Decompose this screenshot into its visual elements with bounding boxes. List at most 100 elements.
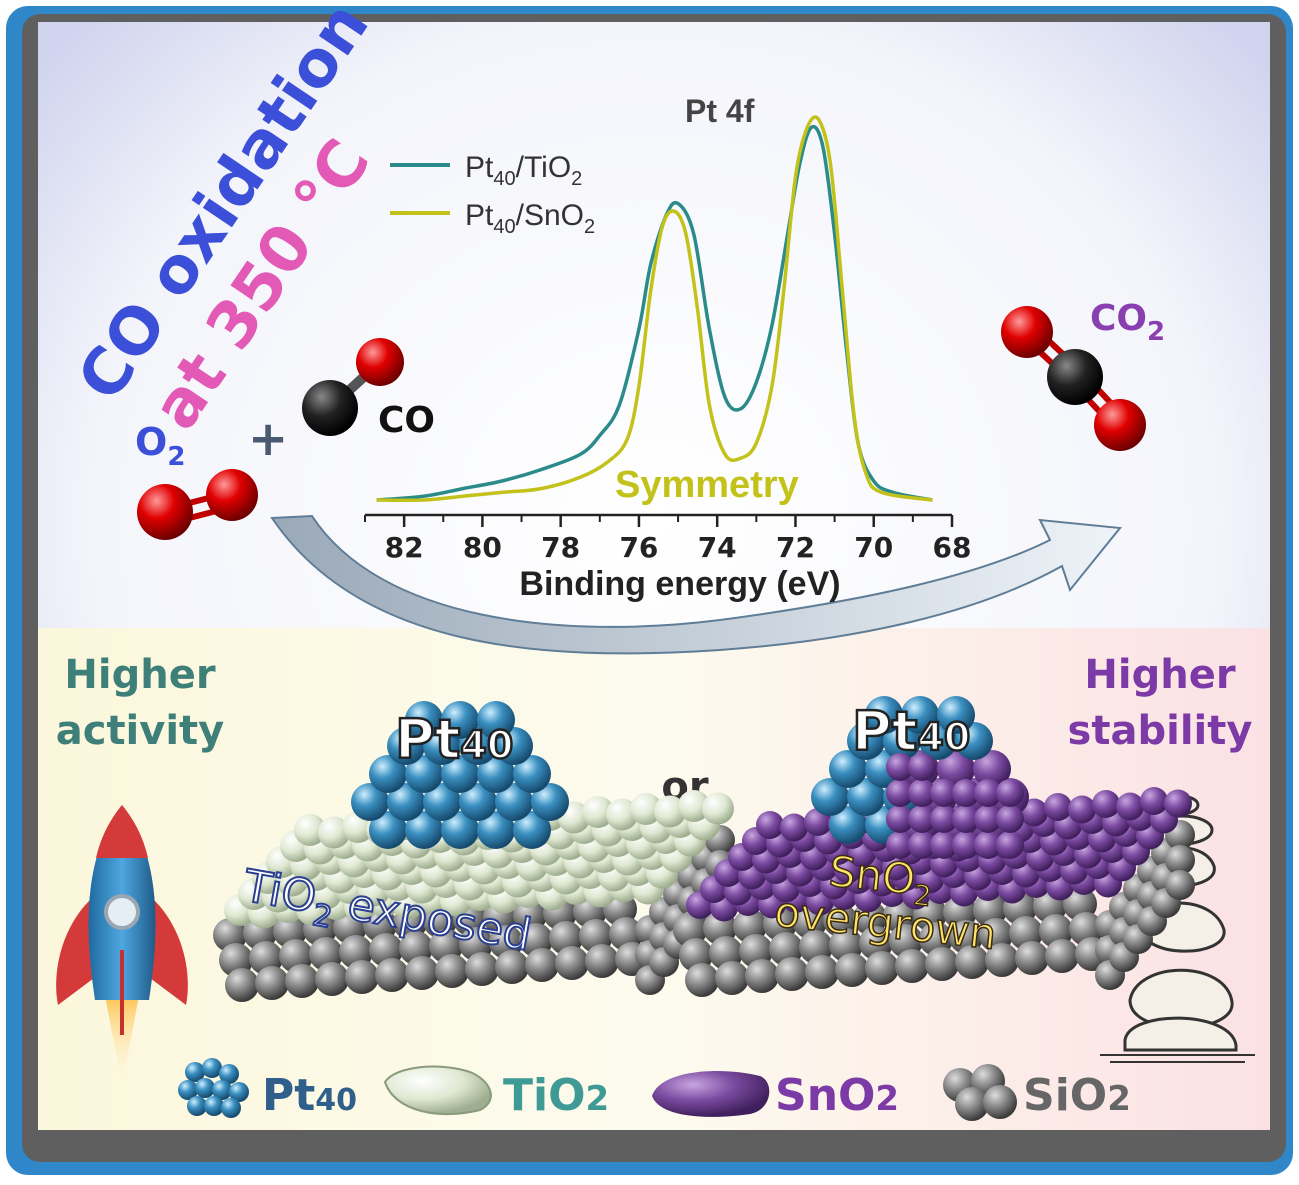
sno2-blob bbox=[908, 753, 936, 781]
pt-sphere bbox=[369, 755, 407, 793]
pt-sphere bbox=[219, 1064, 239, 1084]
sio2-sphere bbox=[345, 960, 379, 994]
pt-sphere bbox=[212, 1080, 232, 1100]
sno2-blob bbox=[930, 779, 958, 807]
pt-sphere bbox=[195, 1078, 215, 1098]
sno2-blob bbox=[780, 813, 808, 842]
pt-sphere bbox=[202, 1058, 222, 1078]
chart-legend: Pt40/TiO2 Pt40/SnO2 bbox=[390, 151, 595, 238]
right-heading-line-2: stability bbox=[1068, 708, 1253, 754]
sio2-sphere bbox=[555, 946, 589, 980]
svg-text:SnO2: SnO2 bbox=[826, 846, 935, 913]
pt-sphere bbox=[477, 755, 515, 793]
sio2-sphere bbox=[405, 956, 439, 990]
left-pt40-label: Pt40 bbox=[395, 708, 513, 771]
sno2-blob bbox=[974, 779, 1002, 807]
pt-sphere bbox=[369, 811, 407, 849]
pt-sphere bbox=[847, 778, 885, 816]
co2-label: CO2 bbox=[1090, 298, 1165, 347]
legend-sno2-icon bbox=[652, 1070, 770, 1117]
pt-sphere bbox=[495, 783, 533, 821]
pt-sphere bbox=[829, 750, 867, 788]
sio2-sphere bbox=[925, 947, 959, 981]
sno2-blob bbox=[996, 831, 1024, 859]
sno2-blob bbox=[1068, 795, 1096, 824]
sno2-blob bbox=[974, 805, 1002, 833]
pt-sphere bbox=[811, 778, 849, 816]
x-tick-label-72: 72 bbox=[776, 531, 815, 564]
pt-sphere bbox=[477, 811, 515, 849]
xps-chart: 82 80 78 76 74 72 70 68 Binding energy (eV) Pt … bbox=[364, 93, 972, 603]
sno2-blob bbox=[756, 811, 784, 839]
pt-sphere bbox=[185, 1062, 205, 1082]
sio2-sphere bbox=[865, 951, 899, 985]
x-tick-label-78: 78 bbox=[541, 531, 580, 564]
tio2-blob bbox=[294, 814, 326, 846]
pt-sphere bbox=[531, 783, 569, 821]
symmetry-annotation: Symmetry bbox=[615, 464, 799, 506]
sno2-blob bbox=[886, 805, 914, 833]
sno2-blob bbox=[996, 779, 1024, 807]
sno2-blob bbox=[1020, 798, 1048, 827]
pt-sphere bbox=[829, 806, 867, 844]
sno2-blob bbox=[886, 753, 914, 781]
rocket-icon bbox=[56, 805, 188, 1085]
sio2-sphere bbox=[1165, 870, 1195, 900]
sno2-blob bbox=[908, 779, 936, 807]
sio2-sphere bbox=[1015, 941, 1049, 975]
sio2-sphere bbox=[255, 966, 289, 1000]
x-tick-label-68: 68 bbox=[933, 531, 972, 564]
sio2-sphere bbox=[745, 959, 779, 993]
sno2-blob bbox=[1140, 787, 1168, 815]
o2-label: O2 bbox=[135, 420, 185, 472]
right-heading-line-1: Higher bbox=[1084, 652, 1235, 698]
co-label: CO bbox=[378, 400, 435, 441]
pt-sphere bbox=[387, 783, 425, 821]
sio2-sphere bbox=[465, 952, 499, 986]
legend-sno2-label: SnO2 bbox=[775, 1070, 899, 1121]
sio2-sphere bbox=[805, 955, 839, 989]
tio2-blob bbox=[654, 795, 686, 828]
sno2-on-sio2-model bbox=[673, 696, 1195, 997]
sno2-blob bbox=[1164, 789, 1192, 818]
pt-sphere bbox=[513, 755, 551, 793]
sio2-sphere bbox=[1045, 939, 1079, 973]
legend-tio2-icon bbox=[383, 1065, 492, 1116]
pt-sphere bbox=[441, 701, 479, 739]
legend-sio2-icon bbox=[943, 1064, 1017, 1121]
x-tick-label-82: 82 bbox=[385, 531, 424, 564]
tio2-blob bbox=[702, 792, 734, 825]
sno2-blob bbox=[974, 831, 1002, 859]
sno2-blob bbox=[952, 831, 980, 859]
tio2-on-sio2-model bbox=[213, 701, 735, 1002]
sno2-blob bbox=[930, 831, 958, 859]
tio2-blob bbox=[318, 816, 350, 849]
sno2-blob bbox=[1116, 792, 1144, 821]
curved-arrow bbox=[270, 514, 1122, 655]
pt-sphere bbox=[405, 811, 443, 849]
tio2-blob bbox=[582, 796, 614, 828]
sio2-sphere bbox=[775, 957, 809, 991]
sno2-blob bbox=[886, 779, 914, 807]
sno2-blob bbox=[1044, 793, 1072, 821]
sno2-blob bbox=[952, 805, 980, 833]
pt-sphere bbox=[187, 1096, 207, 1116]
bottom-legend: Pt40 TiO2 SnO2 SiO2 bbox=[178, 1058, 1131, 1121]
x-tick-label-70: 70 bbox=[854, 531, 893, 564]
sno2-blob bbox=[952, 779, 980, 807]
co-molecule bbox=[302, 338, 404, 436]
pt-sphere bbox=[178, 1080, 198, 1100]
sio2-sphere bbox=[315, 962, 349, 996]
pt-sphere bbox=[937, 696, 975, 734]
x-tick-label-76: 76 bbox=[619, 531, 658, 564]
chart-title: Pt 4f bbox=[685, 93, 755, 129]
pt-sphere bbox=[229, 1082, 249, 1102]
series-line-tio2 bbox=[376, 124, 933, 502]
sno2-blob bbox=[930, 805, 958, 833]
tio2-blob bbox=[606, 798, 638, 831]
x-axis-label: Binding energy (eV) bbox=[519, 565, 840, 603]
right-pt40-label: Pt40 bbox=[852, 700, 970, 763]
pt-sphere bbox=[405, 701, 443, 739]
plus-sign: + bbox=[248, 411, 288, 467]
